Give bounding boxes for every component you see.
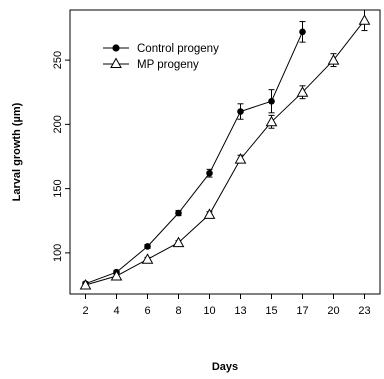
point-mp-2 <box>79 278 92 290</box>
y-tick-label-150: 150 <box>52 179 64 197</box>
x-tick-label-8: 8 <box>175 305 181 317</box>
x-axis: 2 4 6 8 10 13 15 17 20 23 <box>82 294 371 317</box>
x-tick-label-10: 10 <box>203 305 215 317</box>
y-tick-label-200: 200 <box>52 115 64 133</box>
series-mp <box>79 9 371 290</box>
point-mp-17 <box>296 86 309 97</box>
y-tick-label-250: 250 <box>52 51 64 69</box>
legend-marker-mp <box>110 57 122 68</box>
y-axis-label: Larval growth (µm) <box>11 102 23 201</box>
legend: Control progeny MP progeny <box>103 43 219 71</box>
legend-label-mp: MP progeny <box>137 59 199 71</box>
legend-label-control: Control progeny <box>137 43 219 55</box>
point-control-6 <box>144 243 151 250</box>
series-layer <box>79 9 371 290</box>
point-control-13 <box>237 108 244 115</box>
point-mp-13 <box>234 153 247 164</box>
point-control-15 <box>268 97 275 105</box>
point-mp-10 <box>203 208 216 219</box>
x-tick-label-2: 2 <box>82 305 88 317</box>
point-control-8 <box>175 209 182 217</box>
x-axis-label: Days <box>212 361 238 373</box>
point-control-10 <box>206 169 213 177</box>
point-mp-4 <box>110 269 123 281</box>
x-tick-label-20: 20 <box>327 305 339 317</box>
x-tick-label-23: 23 <box>358 305 370 317</box>
point-mp-20 <box>327 54 340 65</box>
x-tick-label-17: 17 <box>296 305 308 317</box>
point-mp-23 <box>358 14 371 25</box>
series-line-mp <box>85 19 365 286</box>
x-tick-label-13: 13 <box>234 305 246 317</box>
series-line-control <box>85 31 303 285</box>
point-mp-6 <box>141 253 154 264</box>
point-mp-8 <box>172 236 185 248</box>
point-control-17 <box>299 28 306 36</box>
x-tick-label-15: 15 <box>265 305 277 317</box>
x-tick-label-6: 6 <box>144 305 150 317</box>
y-axis: 100 150 200 250 <box>52 51 70 262</box>
point-mp-15 <box>265 115 278 127</box>
x-tick-label-4: 4 <box>113 305 119 317</box>
legend-marker-control <box>112 44 120 52</box>
plot-frame <box>69 9 381 295</box>
y-tick-label-100: 100 <box>52 244 64 262</box>
